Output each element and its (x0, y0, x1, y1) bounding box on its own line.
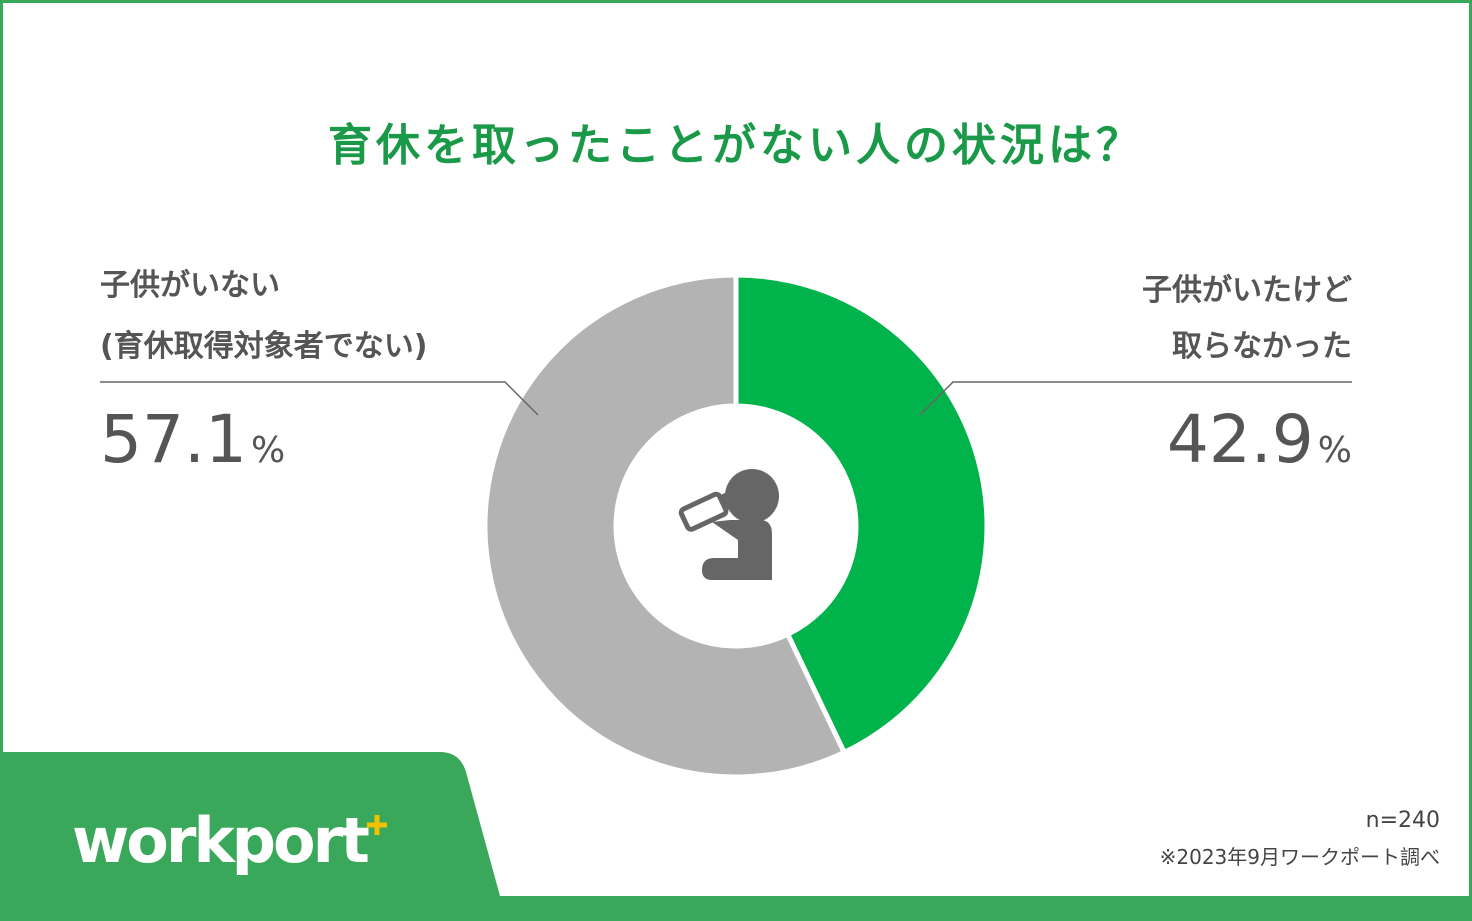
donut-slice (733, 272, 990, 756)
category-label: 取らなかった (1172, 329, 1352, 364)
value-label: 57.1% (100, 401, 285, 478)
donut-slice (482, 272, 848, 780)
category-label: (育休取得対象者でない) (100, 329, 427, 364)
footer-band (0, 752, 1472, 921)
donut (482, 272, 990, 780)
sample-size: n=240 (1366, 808, 1440, 833)
icon-baby (678, 469, 779, 580)
logo: workport (72, 804, 369, 877)
chart-title: 育休を取ったことがない人の状況は？ (328, 120, 1144, 171)
value-label: 42.9% (1167, 401, 1352, 478)
category-label: 子供がいたけど (1142, 273, 1352, 308)
logo-plus (367, 815, 387, 835)
source-note: ※2023年9月ワークポート調べ (1160, 845, 1440, 869)
category-label: 子供がいない (100, 268, 280, 303)
leader-lines (100, 381, 1352, 416)
